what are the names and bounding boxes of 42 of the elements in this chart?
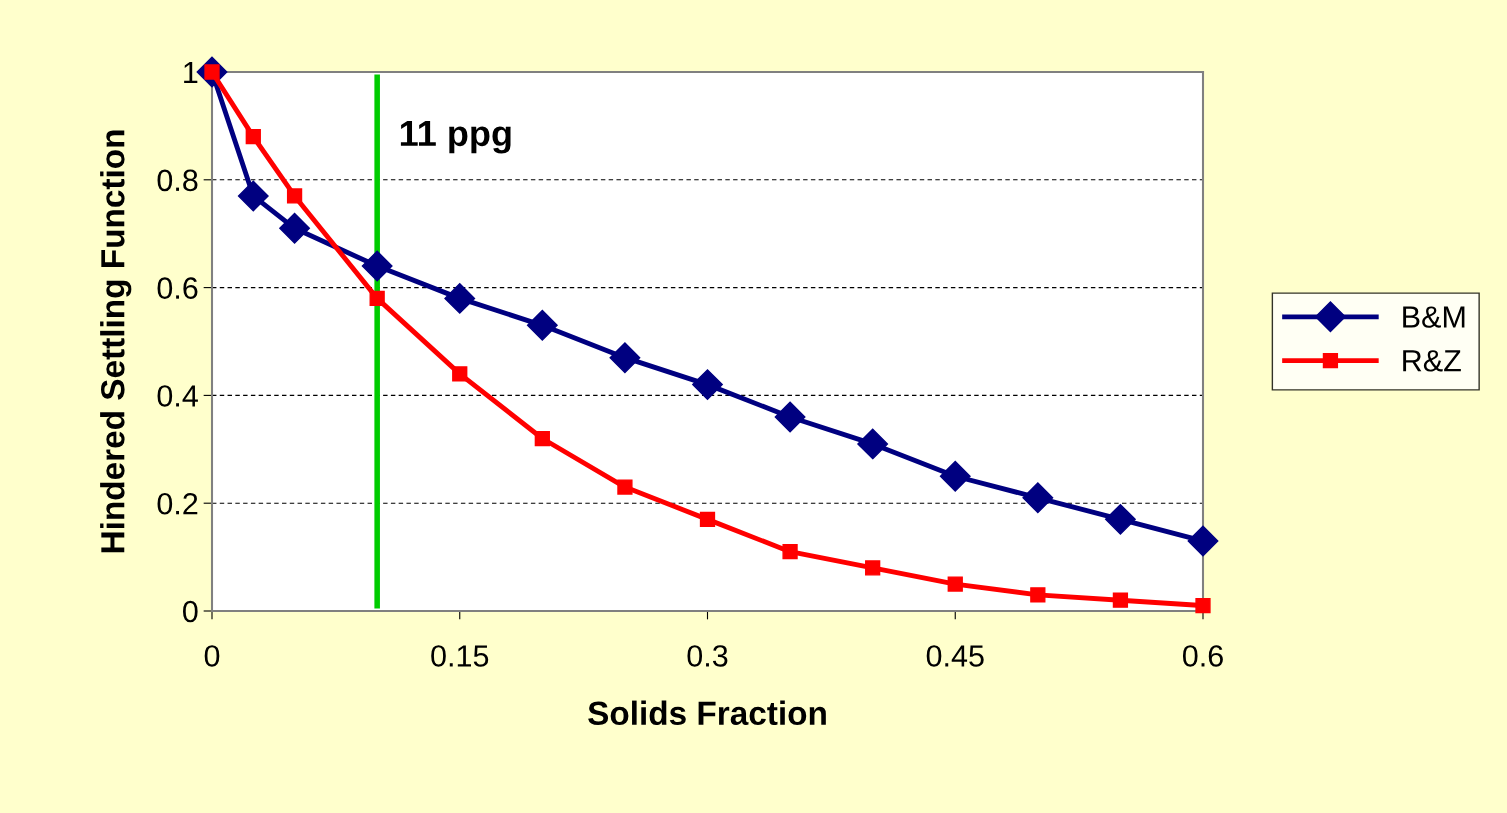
point [865, 560, 881, 576]
point [526, 309, 558, 341]
point [939, 460, 971, 492]
point [1030, 587, 1046, 603]
x-tick-label: 0.15 [431, 645, 489, 667]
legend-label: R&Z [1403, 350, 1461, 372]
point [782, 544, 798, 560]
y-tick-label: 0.8 [157, 169, 198, 192]
y-axis-title: Hindered Settling Function [100, 130, 132, 553]
point [1104, 503, 1136, 535]
y-tick-label: 1 [184, 62, 198, 84]
y-tick-label: 0.6 [157, 277, 198, 299]
point [444, 282, 476, 314]
point [947, 576, 963, 592]
point [1187, 525, 1219, 557]
point [361, 250, 393, 282]
point [279, 212, 311, 244]
point [369, 290, 385, 307]
x-tick-label: 0.3 [687, 645, 728, 667]
point [609, 342, 641, 374]
point [617, 479, 633, 495]
point [1112, 592, 1129, 608]
point [286, 188, 303, 204]
y-tick-label: 0.4 [157, 385, 198, 407]
point [534, 430, 550, 447]
point [1195, 597, 1211, 614]
point [1022, 482, 1054, 514]
x-axis-title: Solids Fraction [588, 700, 826, 726]
x-tick-label: 0 [204, 645, 220, 667]
point [699, 511, 716, 528]
point [692, 369, 723, 401]
point [245, 129, 261, 145]
ref-line-label: 11 ppg [400, 121, 511, 154]
x-tick-label: 0.45 [926, 645, 984, 667]
point [774, 401, 806, 433]
point [452, 366, 468, 382]
x-tick-label: 0.6 [1182, 645, 1223, 667]
point [237, 180, 269, 212]
legend-label: B&M [1403, 306, 1465, 328]
y-tick-label: 0 [183, 600, 198, 623]
point [857, 428, 889, 460]
y-tick-label: 0.2 [157, 492, 198, 515]
